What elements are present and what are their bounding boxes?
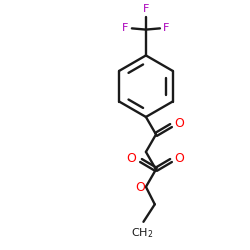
Text: O: O [175,152,184,165]
Text: F: F [143,4,149,14]
Text: O: O [135,181,145,194]
Text: F: F [122,23,129,33]
Text: CH$_2$: CH$_2$ [131,226,154,240]
Text: O: O [126,152,136,164]
Text: O: O [175,117,184,130]
Text: F: F [163,23,170,33]
